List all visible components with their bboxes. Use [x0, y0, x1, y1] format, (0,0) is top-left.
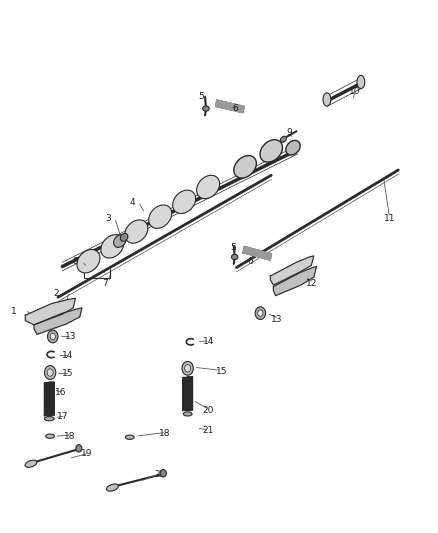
Ellipse shape [197, 175, 219, 199]
Text: 19: 19 [81, 449, 92, 458]
Text: 21: 21 [202, 426, 214, 435]
Text: 6: 6 [232, 104, 238, 113]
Text: 6: 6 [247, 257, 253, 265]
Circle shape [50, 333, 55, 340]
Circle shape [45, 366, 56, 379]
Text: 2: 2 [53, 288, 59, 297]
Text: 7: 7 [102, 279, 108, 288]
Ellipse shape [125, 435, 134, 439]
Text: 14: 14 [202, 337, 214, 346]
Ellipse shape [25, 460, 37, 467]
Text: 17: 17 [57, 411, 69, 421]
Text: 8: 8 [72, 257, 78, 265]
Text: 11: 11 [384, 214, 395, 223]
Ellipse shape [120, 233, 128, 241]
Text: 1: 1 [11, 307, 17, 316]
Polygon shape [273, 266, 317, 296]
Ellipse shape [234, 156, 256, 178]
Text: 13: 13 [271, 315, 283, 324]
Polygon shape [270, 256, 314, 285]
Ellipse shape [101, 235, 124, 258]
Text: 4: 4 [130, 198, 135, 207]
Ellipse shape [323, 93, 331, 106]
Polygon shape [34, 308, 82, 334]
Ellipse shape [280, 136, 286, 142]
Text: 10: 10 [349, 87, 360, 96]
Ellipse shape [173, 190, 196, 214]
Ellipse shape [149, 205, 172, 228]
Text: 13: 13 [64, 332, 76, 341]
Ellipse shape [125, 220, 148, 243]
Text: 5: 5 [230, 244, 236, 253]
Circle shape [185, 365, 191, 372]
Ellipse shape [231, 254, 238, 260]
Ellipse shape [286, 140, 300, 155]
Text: 16: 16 [54, 388, 66, 397]
Circle shape [182, 361, 193, 375]
Circle shape [160, 470, 166, 477]
Polygon shape [215, 100, 244, 113]
Circle shape [47, 330, 58, 343]
Text: 22: 22 [155, 470, 166, 479]
Ellipse shape [203, 106, 209, 111]
Ellipse shape [77, 249, 100, 273]
Ellipse shape [184, 412, 192, 416]
Polygon shape [243, 246, 271, 260]
Text: 15: 15 [62, 369, 74, 378]
Text: 3: 3 [105, 214, 111, 223]
Ellipse shape [45, 417, 54, 421]
Ellipse shape [357, 75, 365, 88]
Text: 5: 5 [198, 92, 204, 101]
Ellipse shape [260, 140, 283, 162]
Text: 18: 18 [159, 429, 170, 438]
Text: 15: 15 [215, 367, 227, 376]
Text: 9: 9 [286, 128, 292, 138]
Circle shape [258, 310, 263, 317]
Polygon shape [25, 298, 75, 325]
Ellipse shape [113, 235, 126, 247]
Ellipse shape [46, 434, 54, 438]
Text: 12: 12 [306, 279, 318, 288]
Circle shape [255, 307, 265, 319]
Text: 20: 20 [202, 406, 214, 415]
Circle shape [76, 445, 82, 452]
Circle shape [47, 369, 53, 376]
Ellipse shape [106, 484, 118, 491]
Text: 18: 18 [64, 432, 75, 441]
Text: 14: 14 [62, 351, 74, 360]
